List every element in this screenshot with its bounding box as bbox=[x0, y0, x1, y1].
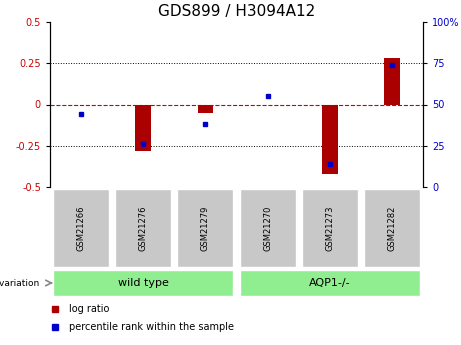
Bar bbox=[240, 270, 420, 296]
Text: GSM21266: GSM21266 bbox=[77, 205, 86, 251]
Text: GSM21270: GSM21270 bbox=[263, 205, 272, 251]
Text: GSM21273: GSM21273 bbox=[325, 205, 334, 251]
Text: genotype/variation: genotype/variation bbox=[0, 278, 42, 287]
Bar bbox=[322, 105, 337, 174]
Bar bbox=[53, 189, 109, 267]
Bar bbox=[53, 270, 233, 296]
Text: log ratio: log ratio bbox=[69, 304, 110, 314]
Text: AQP1-/-: AQP1-/- bbox=[309, 278, 350, 288]
Text: percentile rank within the sample: percentile rank within the sample bbox=[69, 322, 234, 332]
Bar bbox=[198, 105, 213, 113]
Text: GSM21282: GSM21282 bbox=[387, 205, 396, 251]
Text: GSM21279: GSM21279 bbox=[201, 205, 210, 251]
Title: GDS899 / H3094A12: GDS899 / H3094A12 bbox=[158, 4, 315, 19]
Text: wild type: wild type bbox=[118, 278, 169, 288]
Bar bbox=[384, 58, 400, 105]
Bar bbox=[177, 189, 233, 267]
Bar bbox=[115, 189, 171, 267]
Bar bbox=[364, 189, 420, 267]
Bar bbox=[240, 189, 296, 267]
Bar bbox=[136, 105, 151, 151]
Bar bbox=[302, 189, 358, 267]
Text: GSM21276: GSM21276 bbox=[139, 205, 148, 251]
